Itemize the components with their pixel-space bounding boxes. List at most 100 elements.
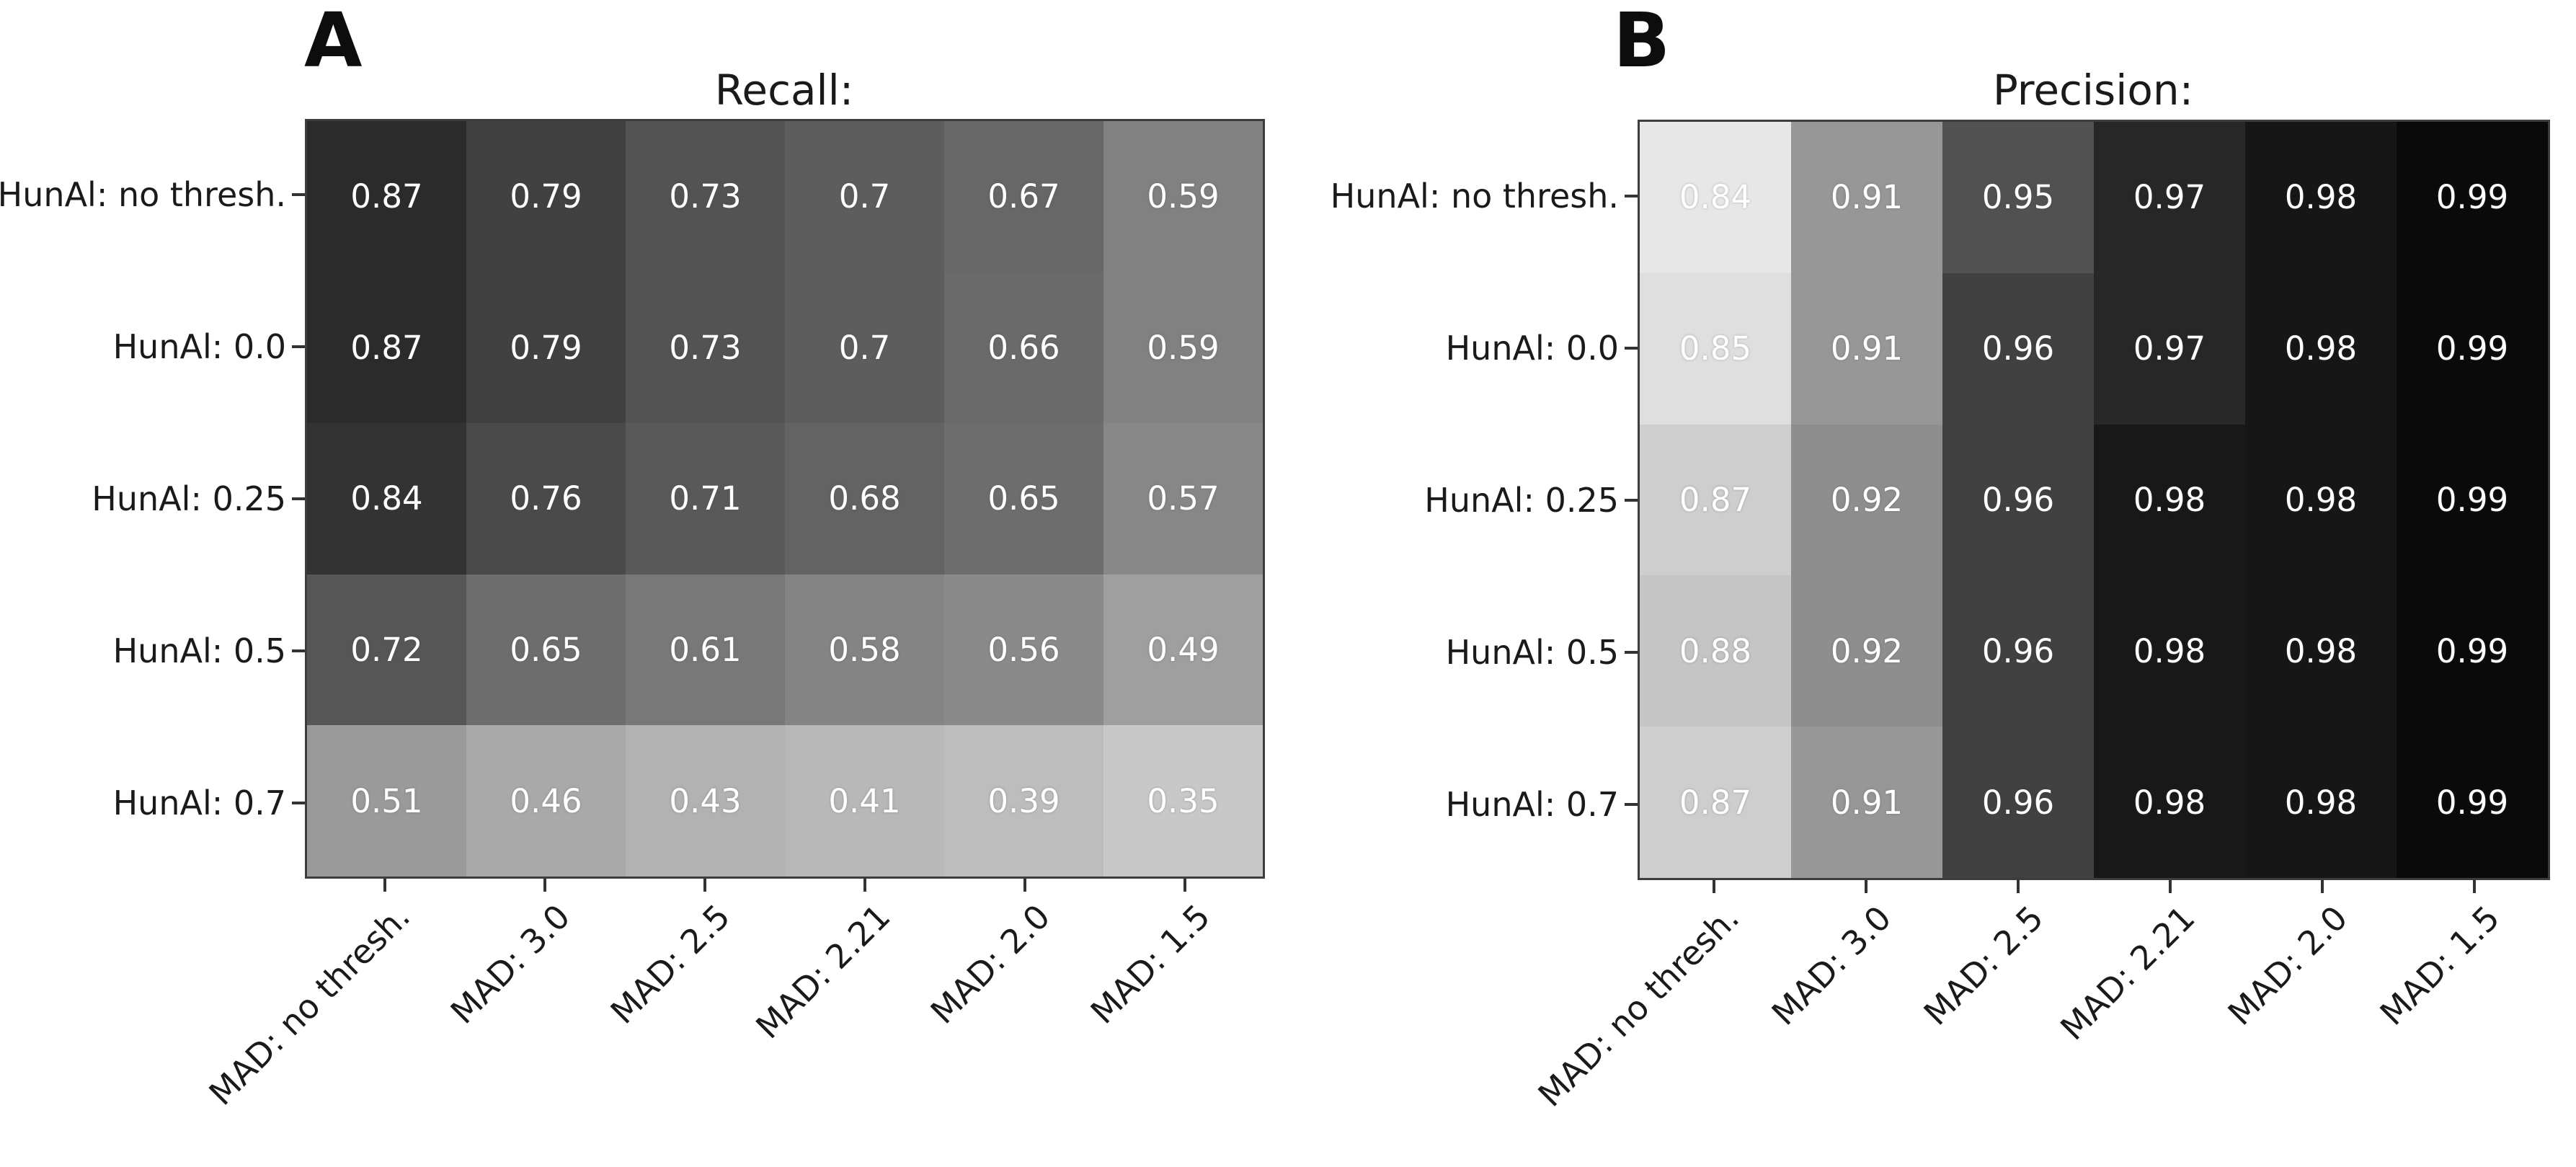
heatmap-cell: 0.79 xyxy=(466,272,626,424)
heatmap-cell: 0.51 xyxy=(307,725,466,877)
col-label: MAD: 2.5 xyxy=(1916,898,2051,1033)
x-tick xyxy=(1864,880,1867,893)
x-tick xyxy=(1183,879,1186,892)
heatmap-cell: 0.84 xyxy=(1640,122,1791,273)
col-label: MAD: 2.5 xyxy=(603,897,738,1031)
heatmap-cell: 0.43 xyxy=(626,725,785,877)
panel-corner-label: A xyxy=(304,0,363,84)
heatmap-cell: 0.97 xyxy=(2094,122,2245,273)
col-label: MAD: 3.0 xyxy=(1764,898,1898,1033)
heatmap-cell: 0.87 xyxy=(1640,424,1791,576)
col-label: MAD: 2.21 xyxy=(2053,898,2203,1048)
x-tick xyxy=(703,879,706,892)
row-label: HunAl: 0.7 xyxy=(1445,784,1619,824)
heatmap-cell: 0.99 xyxy=(2397,727,2548,878)
col-label: MAD: 2.0 xyxy=(2220,898,2355,1033)
x-tick xyxy=(2168,880,2172,893)
heatmap-cell: 0.65 xyxy=(466,574,626,726)
heatmap-cell: 0.92 xyxy=(1791,424,1942,576)
x-tick xyxy=(863,879,866,892)
x-tick xyxy=(2016,880,2020,893)
heatmap-cell: 0.98 xyxy=(2094,575,2245,727)
row-label: HunAl: no thresh. xyxy=(0,175,286,215)
row-label: HunAl: 0.7 xyxy=(112,783,286,822)
heatmap-cell: 0.65 xyxy=(944,423,1103,574)
heatmap-cell: 0.96 xyxy=(1942,575,2094,727)
col-label: MAD: no thresh. xyxy=(1530,898,1746,1114)
heatmap-cell: 0.59 xyxy=(1103,121,1263,272)
panel-title: Precision: xyxy=(1992,66,2194,115)
heatmap-cell: 0.92 xyxy=(1791,575,1942,727)
y-tick xyxy=(292,345,305,349)
heatmap-cell: 0.84 xyxy=(307,423,466,574)
heatmap-cell: 0.71 xyxy=(626,423,785,574)
heatmap-cell: 0.73 xyxy=(626,272,785,424)
heatmap-cell: 0.96 xyxy=(1942,424,2094,576)
heatmap-cell: 0.7 xyxy=(785,272,944,424)
heatmap-cell: 0.59 xyxy=(1103,272,1263,424)
heatmap-cell: 0.73 xyxy=(626,121,785,272)
heatmap-cell: 0.35 xyxy=(1103,725,1263,877)
x-tick xyxy=(543,879,546,892)
heatmap-cell: 0.39 xyxy=(944,725,1103,877)
heatmap-cell: 0.66 xyxy=(944,272,1103,424)
row-label: HunAl: 0.25 xyxy=(1424,480,1619,520)
y-tick xyxy=(1625,194,1638,198)
row-label: HunAl: 0.0 xyxy=(112,327,286,367)
y-tick xyxy=(1625,346,1638,350)
y-tick xyxy=(1625,802,1638,806)
y-tick xyxy=(292,193,305,197)
heatmap-cell: 0.97 xyxy=(2094,272,2245,425)
col-label: MAD: 3.0 xyxy=(443,897,578,1031)
x-tick xyxy=(1712,880,1715,893)
heatmap-recall: 0.87 0.79 0.73 0.7 0.67 0.59 0.87 0.79 0.73 0.7 0.… xyxy=(305,119,1265,879)
heatmap-cell: 0.96 xyxy=(1942,272,2094,425)
heatmap-cell: 0.67 xyxy=(944,121,1103,272)
heatmap-cell: 0.98 xyxy=(2245,122,2397,273)
panel-title: Recall: xyxy=(714,66,854,115)
y-tick xyxy=(292,497,305,500)
row-label: HunAl: 0.0 xyxy=(1445,328,1619,368)
x-tick xyxy=(2320,880,2324,893)
heatmap-cell: 0.57 xyxy=(1103,423,1263,574)
heatmap-cell: 0.99 xyxy=(2397,122,2548,273)
col-label: MAD: 1.5 xyxy=(2372,898,2507,1033)
heatmap-cell: 0.46 xyxy=(466,725,626,877)
heatmap-cell: 0.72 xyxy=(307,574,466,726)
heatmap-cell: 0.95 xyxy=(1942,122,2094,273)
col-label: MAD: 2.0 xyxy=(923,897,1058,1031)
heatmap-cell: 0.91 xyxy=(1791,122,1942,273)
heatmap-cell: 0.98 xyxy=(2245,424,2397,576)
y-tick xyxy=(1625,650,1638,654)
heatmap-cell: 0.99 xyxy=(2397,575,2548,727)
y-tick xyxy=(292,801,305,804)
heatmap-cell: 0.91 xyxy=(1791,272,1942,425)
x-tick xyxy=(2472,880,2476,893)
row-label: HunAl: 0.5 xyxy=(112,631,286,670)
heatmap-cell: 0.99 xyxy=(2397,424,2548,576)
heatmap-cell: 0.98 xyxy=(2094,424,2245,576)
panel-corner-label: B xyxy=(1613,0,1671,84)
col-label: MAD: 2.21 xyxy=(748,897,898,1047)
heatmap-precision: 0.84 0.91 0.95 0.97 0.98 0.99 0.85 0.91 0.96 0.97… xyxy=(1638,120,2550,880)
heatmap-cell: 0.98 xyxy=(2094,727,2245,878)
row-label: HunAl: no thresh. xyxy=(1330,176,1619,216)
x-tick xyxy=(1023,879,1026,892)
y-tick xyxy=(1625,498,1638,502)
heatmap-cell: 0.58 xyxy=(785,574,944,726)
heatmap-cell: 0.91 xyxy=(1791,727,1942,878)
heatmap-cell: 0.98 xyxy=(2245,727,2397,878)
heatmap-cell: 0.49 xyxy=(1103,574,1263,726)
heatmap-cell: 0.98 xyxy=(2245,272,2397,425)
row-label: HunAl: 0.25 xyxy=(92,479,286,518)
heatmap-cell: 0.68 xyxy=(785,423,944,574)
y-tick xyxy=(292,649,305,652)
heatmap-cell: 0.96 xyxy=(1942,727,2094,878)
heatmap-cell: 0.56 xyxy=(944,574,1103,726)
row-label: HunAl: 0.5 xyxy=(1445,632,1619,672)
heatmap-cell: 0.98 xyxy=(2245,575,2397,727)
x-tick xyxy=(383,879,386,892)
heatmap-cell: 0.61 xyxy=(626,574,785,726)
